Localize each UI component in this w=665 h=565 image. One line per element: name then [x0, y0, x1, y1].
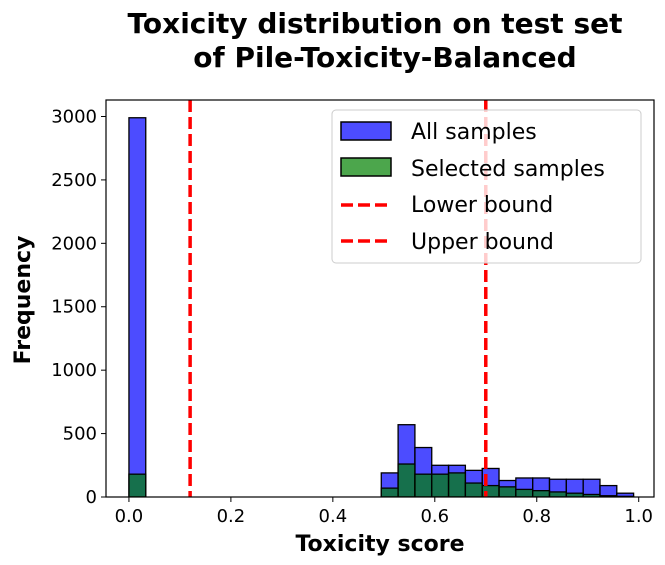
y-tick-label: 2000 — [51, 233, 97, 254]
x-tick-label: 0.4 — [319, 506, 348, 527]
legend-label-selected-samples: Selected samples — [411, 157, 605, 182]
y-axis-label: Frequency — [11, 236, 36, 365]
bar-selected-samples — [380, 487, 399, 497]
x-tick-label: 0.0 — [115, 506, 144, 527]
y-axis-ticks: 0 500 1000 1500 2000 2500 3000 — [51, 106, 106, 508]
legend-label-all-samples: All samples — [411, 120, 537, 145]
legend-swatch-selected-samples — [340, 157, 392, 177]
y-tick-label: 1500 — [51, 297, 97, 318]
bar-selected-samples — [532, 490, 551, 497]
bar-selected-samples — [431, 473, 450, 497]
y-tick-label: 2500 — [51, 170, 97, 191]
x-tick-label: 0.8 — [522, 506, 551, 527]
chart-title-line-1: Toxicity distribution on test set — [128, 7, 623, 40]
bar-selected-samples — [548, 491, 567, 497]
legend-label-upper-bound: Upper bound — [411, 230, 554, 255]
bar-selected-samples — [397, 463, 416, 497]
legend-label-lower-bound: Lower bound — [411, 193, 553, 218]
y-tick-label: 500 — [63, 424, 97, 445]
x-axis-label: Toxicity score — [295, 532, 464, 557]
x-tick-label: 1.0 — [624, 506, 653, 527]
bar-selected-samples — [128, 473, 147, 497]
bar-all-samples — [128, 117, 147, 497]
plot-area-frame — [105, 99, 655, 498]
bar-selected-samples — [464, 482, 483, 497]
bar-selected-samples — [498, 486, 517, 497]
y-tick-label: 0 — [86, 487, 97, 508]
reference-lines — [188, 100, 488, 497]
x-tick-label: 0.6 — [420, 506, 449, 527]
legend: All samples Selected samples Lower bound… — [331, 109, 642, 264]
x-tick-label: 0.2 — [217, 506, 246, 527]
x-axis-ticks: 0.0 0.2 0.4 0.6 0.8 1.0 — [115, 497, 653, 527]
chart-title: Toxicity distribution on test set of Pil… — [128, 7, 623, 74]
y-tick-label: 1000 — [51, 360, 97, 381]
legend-swatch-all-samples — [340, 121, 392, 141]
bar-selected-samples — [515, 488, 534, 497]
y-tick-label: 3000 — [51, 106, 97, 127]
legend-box — [331, 109, 642, 264]
bar-selected-samples — [414, 473, 433, 497]
bar-selected-samples — [447, 472, 467, 497]
chart-title-line-2: of Pile-Toxicity-Balanced — [193, 41, 576, 74]
